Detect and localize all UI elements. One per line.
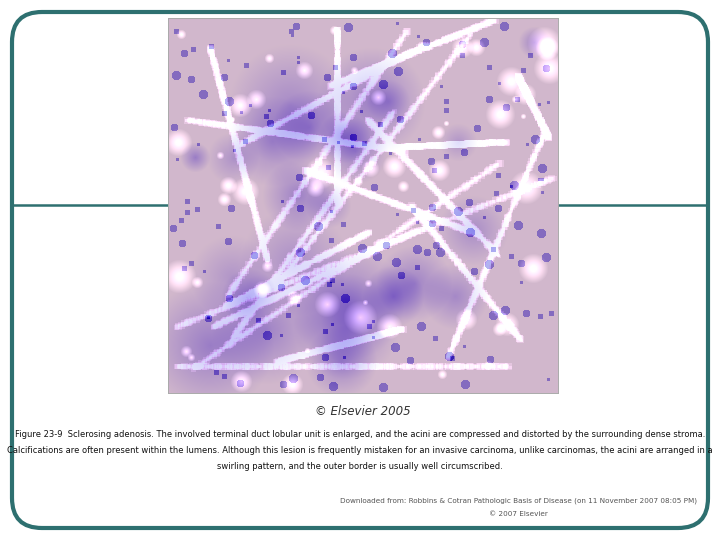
Text: © Elsevier 2005: © Elsevier 2005 [315,405,411,418]
FancyBboxPatch shape [12,12,708,528]
Text: Calcifications are often present within the lumens. Although this lesion is freq: Calcifications are often present within … [7,446,713,455]
Text: swirling pattern, and the outer border is usually well circumscribed.: swirling pattern, and the outer border i… [217,462,503,471]
Text: © 2007 Elsevier: © 2007 Elsevier [489,511,548,517]
Text: Figure 23-9  Sclerosing adenosis. The involved terminal duct lobular unit is enl: Figure 23-9 Sclerosing adenosis. The inv… [15,430,705,439]
Text: Downloaded from: Robbins & Cotran Pathologic Basis of Disease (on 11 November 20: Downloaded from: Robbins & Cotran Pathol… [340,497,697,503]
